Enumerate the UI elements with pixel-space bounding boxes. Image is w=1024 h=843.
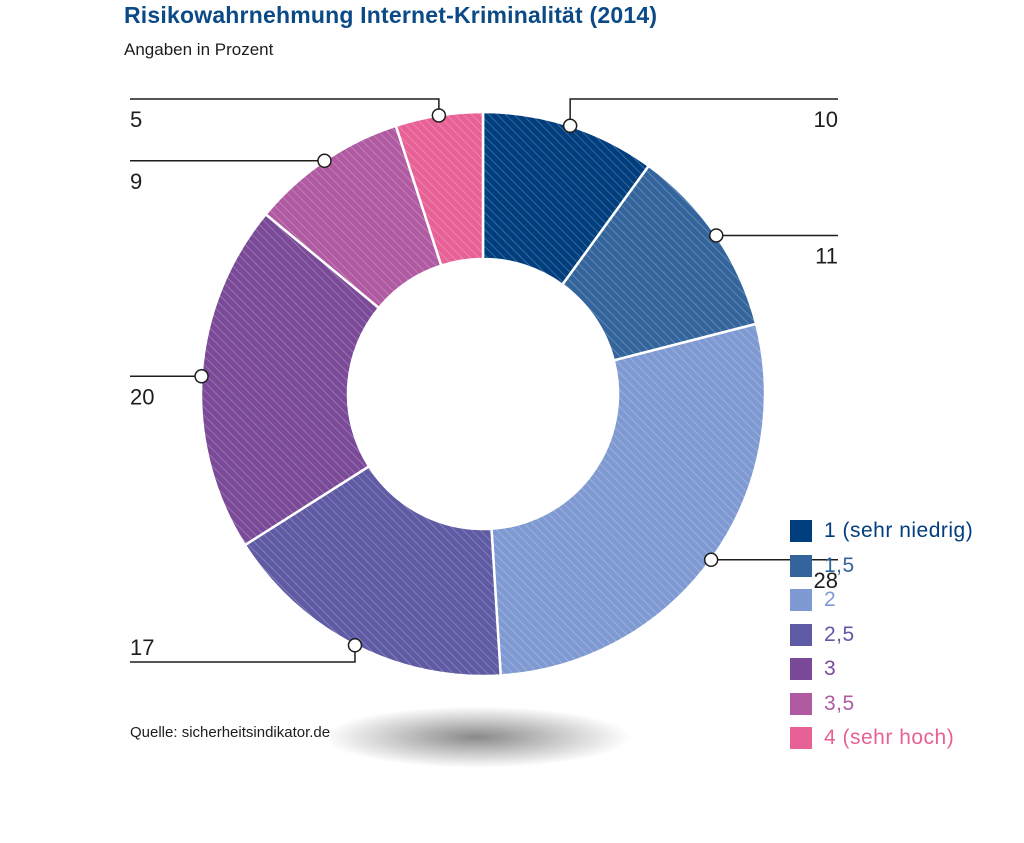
legend-label: 1,5 xyxy=(824,553,855,577)
slice-hatch xyxy=(244,466,501,676)
legend-item: 3,5 xyxy=(790,687,973,722)
value-label-3: 28 xyxy=(814,568,838,593)
leader-dot-2 xyxy=(708,228,724,243)
legend-label: 4 (sehr hoch) xyxy=(824,726,955,750)
legend-item: 1,5 xyxy=(790,549,973,584)
legend-item: 1 (sehr niedrig) xyxy=(790,514,973,549)
slice-hatch xyxy=(265,125,442,308)
legend-item: 3 xyxy=(790,652,973,687)
value-label-2: 11 xyxy=(815,243,838,268)
legend-swatch xyxy=(790,623,812,646)
donut-slices xyxy=(199,110,767,678)
source-note: Quelle: sicherheitsindikator.de xyxy=(130,724,331,741)
legend-swatch xyxy=(790,658,812,681)
donut-slice-5 xyxy=(199,212,381,547)
legend-label: 1 (sehr niedrig) xyxy=(824,519,974,543)
legend-label: 3,5 xyxy=(824,691,855,715)
donut-slice-7 xyxy=(394,110,485,268)
legend-swatch xyxy=(790,554,812,577)
slice-hatch xyxy=(562,165,757,361)
chart-shadow xyxy=(322,706,632,768)
leader-line-4 xyxy=(130,645,356,663)
leader-dot-5 xyxy=(194,369,209,384)
chart-title: Risikowahrnehmung Internet-Kriminalität … xyxy=(124,2,658,28)
donut-slice-3 xyxy=(490,322,767,677)
value-label-1: 10 xyxy=(814,107,838,132)
chart-subtitle: Angaben in Prozent xyxy=(124,40,274,59)
legend-label: 2,5 xyxy=(824,622,855,646)
legend-label: 3 xyxy=(824,657,837,681)
slice-hatch xyxy=(200,214,379,546)
leader-line-1 xyxy=(569,98,838,126)
leader-line-7 xyxy=(130,98,440,116)
legend-item: 2 xyxy=(790,583,973,618)
legend-swatch xyxy=(790,589,812,612)
value-labels: 10 11 28 17 20 9 5 xyxy=(130,107,838,660)
legend-label: 2 xyxy=(824,588,837,612)
slice-hatch xyxy=(483,112,649,285)
legend-item: 2,5 xyxy=(790,618,973,653)
leader-dot-1 xyxy=(562,118,578,134)
value-label-7: 5 xyxy=(130,107,142,132)
legend: 1 (sehr niedrig) 1,5 2 2,5 3 3,5 4 (sehr hoch) xyxy=(790,514,973,756)
leader-dot-3 xyxy=(703,552,719,568)
value-label-5: 20 xyxy=(130,384,154,409)
legend-swatch xyxy=(790,727,812,750)
legend-swatch xyxy=(790,520,812,543)
leader-dot-7 xyxy=(431,108,447,123)
leader-dot-6 xyxy=(317,153,332,169)
slice-hatch xyxy=(395,112,483,266)
value-label-6: 9 xyxy=(130,169,142,194)
donut-slice-1 xyxy=(481,110,651,287)
value-label-4: 17 xyxy=(130,635,154,660)
slice-hatch xyxy=(491,323,765,676)
legend-swatch xyxy=(790,692,812,715)
legend-item: 4 (sehr hoch) xyxy=(790,721,973,756)
donut-slice-4 xyxy=(243,464,503,678)
leader-dot-4 xyxy=(347,638,363,653)
leader-lines xyxy=(130,98,838,663)
